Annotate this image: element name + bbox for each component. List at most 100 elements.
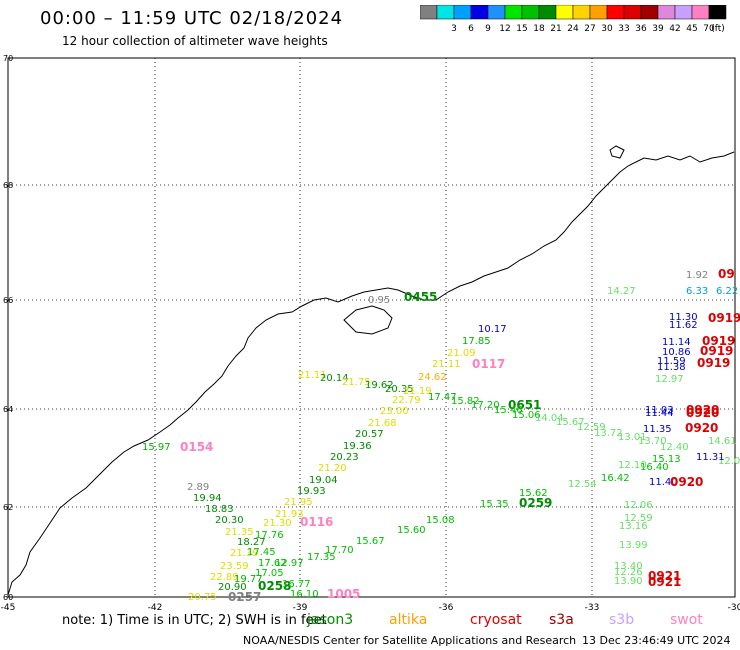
wave-height-label: 6.22 xyxy=(716,286,738,297)
wave-height-label: 23.59 xyxy=(220,561,249,572)
legend-tick-label: 24 xyxy=(567,24,579,34)
wave-height-label: 0.95 xyxy=(368,295,390,306)
wave-height-label: 17.35 xyxy=(307,552,336,563)
wave-height-label: 24.62 xyxy=(418,372,447,383)
pass-time-label: 0455 xyxy=(404,290,437,304)
wave-height-observations: 14.271.92 096.33 6.220.95 045510.1717.8521.… xyxy=(142,267,740,604)
pass-time-label: 0117 xyxy=(472,357,505,371)
wave-height-label: 17.20 xyxy=(471,400,500,411)
wave-height-label: 13.70 xyxy=(638,436,667,447)
latitude-label: 62 xyxy=(3,503,13,512)
latitude-label: 66 xyxy=(3,296,13,305)
wave-height-label: 11.40 xyxy=(649,477,678,488)
wave-height-label: 21.95 xyxy=(284,497,313,508)
wave-height-label: 12.59 xyxy=(577,422,606,433)
wave-height-label: 14.27 xyxy=(607,286,636,297)
footer-note: note: 1) Time is in UTC; 2) SWH is in fe… xyxy=(62,613,327,628)
wave-height-label: 21.11 xyxy=(298,370,327,381)
wave-height-label: 12.26 xyxy=(614,567,643,578)
wave-height-label: 21.09 xyxy=(447,348,476,359)
latitude-label: 64 xyxy=(3,405,13,414)
wave-height-label: 15.08 xyxy=(426,515,455,526)
wave-height-label: 11.38 xyxy=(657,362,686,373)
legend-tick-label: 21 xyxy=(550,24,561,34)
pass-time-label: 0116 xyxy=(300,515,333,529)
legend-swatch xyxy=(708,5,727,20)
wave-height-label: 20.75 xyxy=(188,592,217,603)
wave-height-label: 20.35 xyxy=(385,384,414,395)
coastline xyxy=(7,145,735,596)
wave-height-label: 11.30 xyxy=(669,312,698,323)
wave-height-label: 16.10 xyxy=(290,589,319,600)
wave-height-label: 12.06 xyxy=(624,500,653,511)
wave-height-label: 18.83 xyxy=(205,504,234,515)
wave-height-label: 13.90 xyxy=(614,576,643,587)
wave-height-label: 11.14 xyxy=(662,337,691,348)
wave-height-label: 19.94 xyxy=(193,493,222,504)
pass-time-label: 0920 xyxy=(685,421,718,435)
pass-time-label: 0919 xyxy=(700,344,733,358)
wave-height-label: 15.60 xyxy=(397,525,426,536)
longitude-label: -45 xyxy=(1,603,16,613)
wave-height-label: 2.89 xyxy=(187,482,209,493)
wave-height-label: 16.77 xyxy=(282,579,311,590)
wave-height-label: 15.62 xyxy=(519,488,548,499)
wave-height-label: 12.10 xyxy=(618,460,647,471)
wave-height-label: 11.03 xyxy=(645,405,674,416)
wave-height-label: 15.13 xyxy=(652,454,681,465)
legend-tick-label: 30 xyxy=(601,24,613,34)
legend-tick-label: 39 xyxy=(652,24,664,34)
wave-height-label: 13.40 xyxy=(614,561,643,572)
longitude-label: -39 xyxy=(293,603,308,613)
wave-height-label: 20.90 xyxy=(218,582,247,593)
wave-height-label: 11.62 xyxy=(669,320,698,331)
legend-tick-label: 36 xyxy=(635,24,647,34)
credit-line: NOAA/NESDIS Center for Satellite Applica… xyxy=(243,634,577,647)
wave-height-label: 17.62 xyxy=(258,558,287,569)
wave-height-label: 21.39 xyxy=(230,548,259,559)
wave-height-label: 21.75 xyxy=(342,377,371,388)
pass-time-label: 0921 xyxy=(648,569,681,583)
wave-height-label: 13.99 xyxy=(619,540,648,551)
wave-height-label: 20.30 xyxy=(215,515,244,526)
wave-height-label: 11.44 xyxy=(645,408,674,419)
wave-height-label: 19.77 xyxy=(234,574,263,585)
pass-time-label: 0921 xyxy=(648,575,681,589)
pass-time-label: 0920 xyxy=(686,406,719,420)
wave-height-label: 12.54 xyxy=(568,479,597,490)
wave-height-label: 11.35 xyxy=(643,424,672,435)
legend-tick-label: 3 xyxy=(451,24,457,34)
wave-height-label: 20.57 xyxy=(355,429,384,440)
map-title: 00:00 – 11:59 UTC 02/18/2024 xyxy=(40,8,344,29)
wave-height-label: 14.04 xyxy=(535,413,564,424)
wave-height-label: 12.40 xyxy=(660,442,689,453)
longitude-label: -30 xyxy=(728,603,740,613)
pass-time-label: 0919 xyxy=(702,334,735,348)
wave-height-label: 17.47 xyxy=(428,392,457,403)
wave-height-label: 22.89 xyxy=(210,572,239,583)
wave-height-label: 10.17 xyxy=(478,324,507,335)
longitude-labels: -45 -42 -39 -36 -33 -30 xyxy=(1,603,740,613)
wave-height-label: 17.76 xyxy=(255,530,284,541)
pass-time-label: 0920 xyxy=(670,475,703,489)
generated-time: 13 Dec 23:46:49 UTC 2024 xyxy=(582,634,731,647)
wave-height-label: 17.05 xyxy=(255,568,284,579)
wave-height-label: 20.23 xyxy=(330,452,359,463)
legend-tick-label: 9 xyxy=(485,24,491,34)
latitude-labels: 70 68 66 64 62 60 xyxy=(3,54,13,602)
wave-height-label: 21.19 xyxy=(403,386,432,397)
satellite-key-s3a: s3a xyxy=(549,612,574,628)
longitude-label: -42 xyxy=(148,603,163,613)
legend-tick-label: 15 xyxy=(516,24,527,34)
wave-height-label: 13.72 xyxy=(594,428,623,439)
pass-time-label: 09 xyxy=(718,267,735,281)
satellite-key-cryosat: cryosat xyxy=(470,612,522,628)
legend-tick-label: 45 xyxy=(686,24,697,34)
wave-height-label: 17.45 xyxy=(247,547,276,558)
wave-height-label: 21.93 xyxy=(275,509,304,520)
pass-time-label: 0651 xyxy=(508,398,541,412)
latitude-label: 70 xyxy=(3,54,13,63)
legend-tick-label: 18 xyxy=(533,24,545,34)
wave-height-label: 16.40 xyxy=(640,462,669,473)
